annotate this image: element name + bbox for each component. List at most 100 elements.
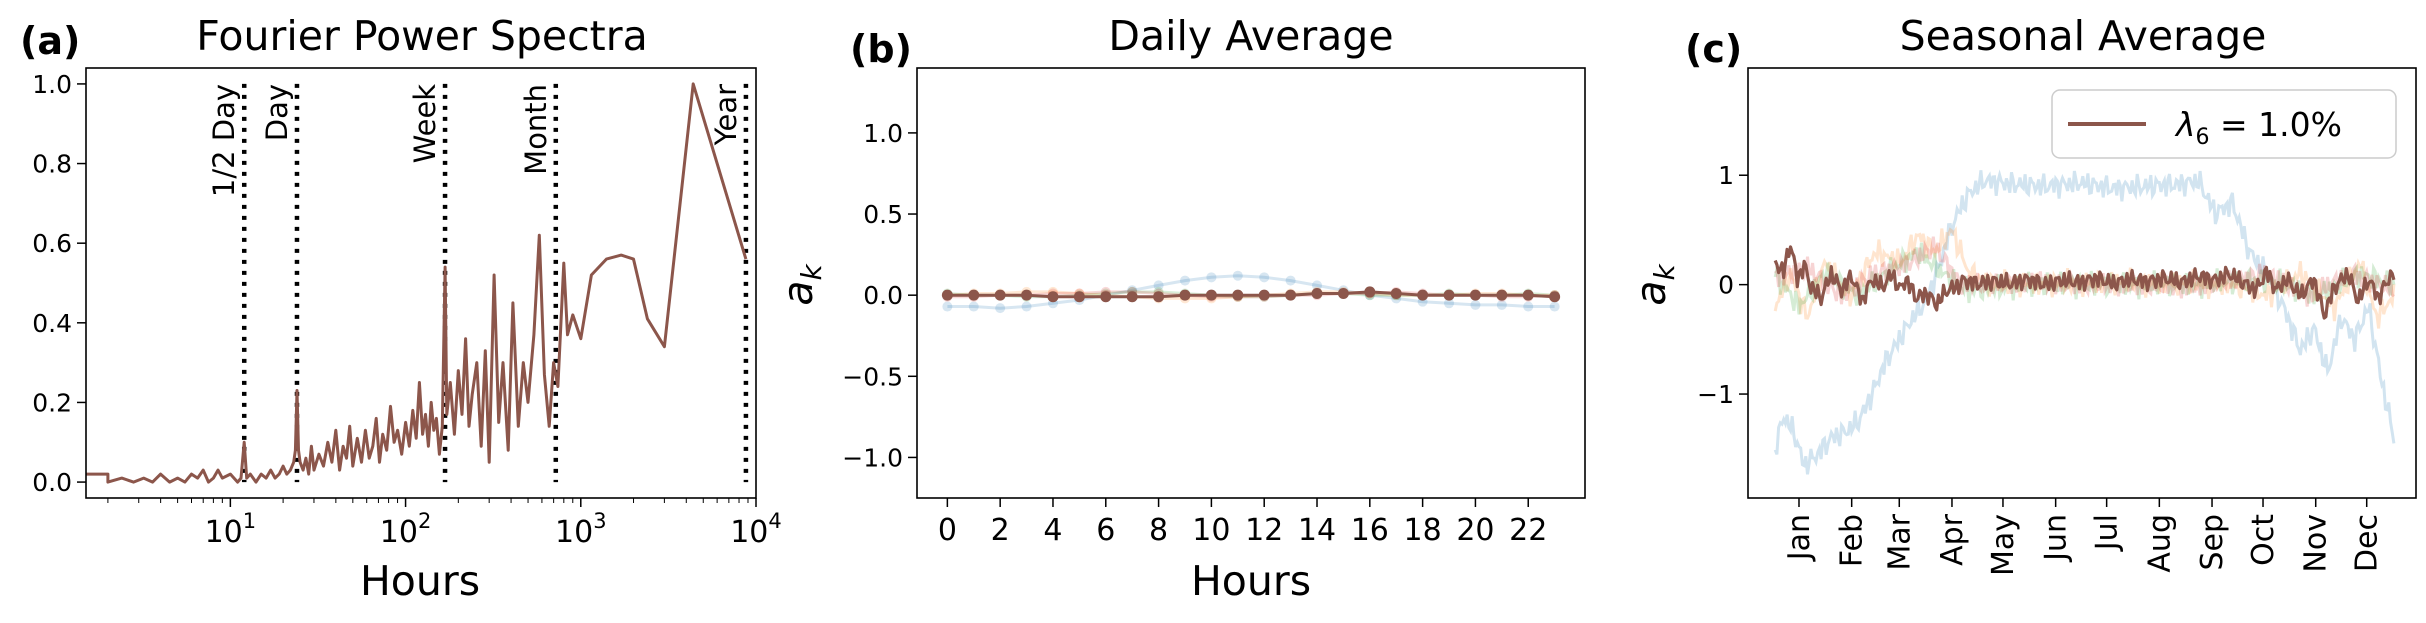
panel-c-letter: (c) — [1685, 27, 1742, 71]
panel-a-power-line — [86, 82, 748, 484]
legend-box — [2051, 89, 2397, 159]
panel-b-main-point — [1073, 291, 1085, 303]
panel-b-main-point — [1179, 289, 1191, 301]
panel-b-series — [941, 270, 1561, 314]
panel-b-frame — [916, 67, 1586, 499]
panel-c-seasonal-average: (c) Seasonal Average ak −1 0 1 Jan Feb Mar Apr… — [1627, 12, 2417, 576]
panel-a-title: Fourier Power Spectra — [196, 12, 647, 60]
panel-c-ytick-label: 0 — [1718, 271, 1734, 300]
panel-b-main-point — [1417, 289, 1429, 301]
panel-b-main-point — [1285, 289, 1297, 301]
panel-c-month-label: Oct — [2246, 514, 2281, 566]
panel-b-ytick-label: 1.0 — [863, 119, 903, 148]
panel-b-ghost-point — [1312, 280, 1323, 291]
panel-b-xtick-label: 20 — [1456, 513, 1494, 548]
panel-a-xtick-exponent: 1 — [243, 509, 256, 533]
panel-b-title: Daily Average — [1108, 12, 1393, 60]
panel-b-xtick-label: 10 — [1192, 513, 1230, 548]
panel-c-month-label: Jan — [1782, 514, 1817, 562]
panel-b-main-point — [1126, 291, 1138, 303]
panel-b-xtick-label: 4 — [1043, 513, 1062, 548]
panel-b-ghost-point — [1444, 298, 1455, 309]
panel-b-main-point — [1311, 288, 1323, 300]
panel-a-reference-label: 1/2 Day — [207, 84, 241, 197]
legend-subscript: 6 — [2196, 125, 2210, 150]
panel-b-xtick-label: 0 — [938, 513, 957, 548]
panel-b-xtick-label: 14 — [1298, 513, 1336, 548]
panel-a-xtick-exponent: 3 — [593, 509, 606, 533]
panel-a-xtick-exponent: 2 — [418, 509, 431, 533]
panel-b-main-point — [1100, 291, 1112, 303]
panel-b-main-point — [941, 289, 953, 301]
panel-a-ytick-label: 1.0 — [32, 70, 72, 99]
panel-b-main-point — [1205, 289, 1217, 301]
panel-b-ghost-line — [947, 274, 1555, 310]
legend-rest: = 1.0% — [2210, 105, 2342, 144]
panel-a-xtick-base: 10 — [730, 515, 768, 550]
panel-c-month-label: Mar — [1882, 513, 1917, 570]
panel-c-ytick-label: 1 — [1718, 161, 1734, 190]
panel-b-main-point — [1469, 289, 1481, 301]
panel-b-xtick-label: 6 — [1096, 513, 1115, 548]
panel-b-xtick-label: 16 — [1351, 513, 1389, 548]
panel-c-frame — [1747, 67, 2417, 499]
panel-a-reference-label: Month — [519, 84, 553, 175]
panel-b-xtick-label: 12 — [1245, 513, 1283, 548]
panel-b-ghost-point — [1232, 270, 1243, 281]
panel-b-ylabel: ak — [774, 263, 828, 306]
panel-b-ghost-point — [942, 301, 953, 312]
panel-a-reference-label: Week — [408, 84, 442, 164]
panel-a-xtick-label: 104 — [730, 509, 782, 550]
panel-b-main-point — [1390, 288, 1402, 300]
legend-entry-label: λ6 = 1.0% — [2174, 105, 2342, 150]
panel-a-letter: (a) — [20, 19, 80, 63]
panel-b-main-point — [1522, 289, 1534, 301]
panel-c-month-label: Jul — [2090, 514, 2125, 552]
panel-b-main-point — [1364, 286, 1376, 298]
panel-b-xtick-label: 2 — [991, 513, 1010, 548]
panel-b-ghost-point — [1470, 299, 1481, 310]
panel-b-main-point — [1153, 291, 1165, 303]
panel-b-daily-average: (b) Daily Average Hours ak −1.0 −0.5 0.0 0.… — [774, 12, 1586, 605]
panel-a-reference-label: Day — [260, 84, 294, 141]
panel-a-xtick-label: 101 — [205, 509, 257, 550]
panel-c-series — [1773, 169, 2396, 475]
panel-b-main-point — [968, 289, 980, 301]
panel-b-xlabel: Hours — [1191, 557, 1311, 605]
panel-b-ghost-point — [968, 301, 979, 312]
panel-b-ghost-point — [1179, 275, 1190, 286]
panel-b-xtick-label: 22 — [1509, 513, 1547, 548]
panel-c-month-label: Nov — [2299, 514, 2334, 573]
panel-c-title: Seasonal Average — [1900, 12, 2267, 60]
panel-b-main-point — [1021, 289, 1033, 301]
panel-a-ytick-label: 0.4 — [32, 309, 72, 338]
panel-a-series — [86, 82, 748, 484]
panel-a-ytick-label: 0.6 — [32, 229, 72, 258]
panel-b-main-point — [1232, 289, 1244, 301]
panel-b-xtick-label: 8 — [1149, 513, 1168, 548]
panel-b-main-point — [1337, 288, 1349, 300]
panel-c-month-label: Dec — [2350, 514, 2385, 572]
panel-b-ghost-point — [1496, 299, 1507, 310]
panel-c-month-label: Feb — [1835, 514, 1870, 567]
panel-b-main-point — [1549, 291, 1561, 303]
panel-b-main-point — [994, 289, 1006, 301]
panel-a-xlabel: Hours — [360, 557, 480, 605]
panel-c-month-label: Aug — [2142, 514, 2177, 573]
panel-b-ytick-label: 0.5 — [863, 200, 903, 229]
panel-b-main-point — [1258, 289, 1270, 301]
panel-a-ytick-label: 0.0 — [32, 468, 72, 497]
panel-b-ytick-label: −1.0 — [842, 443, 903, 472]
panel-b-ghost-point — [995, 303, 1006, 314]
panel-b-ytick-label: −0.5 — [842, 362, 903, 391]
panel-c-month-label: May — [1986, 514, 2021, 576]
panel-a-reference-lines: 1/2 Day Day Week Month Year — [207, 84, 749, 483]
legend-lambda: λ — [2174, 105, 2196, 144]
panel-b-ghost-point — [1523, 301, 1534, 312]
panel-c-month-label: Jun — [2039, 514, 2074, 563]
panel-a-xtick-exponent: 4 — [768, 509, 781, 533]
panel-c-ghost-line — [1773, 169, 2396, 475]
panel-b-ghost-point — [1259, 272, 1270, 283]
panel-b-ghost-point — [1206, 272, 1217, 283]
